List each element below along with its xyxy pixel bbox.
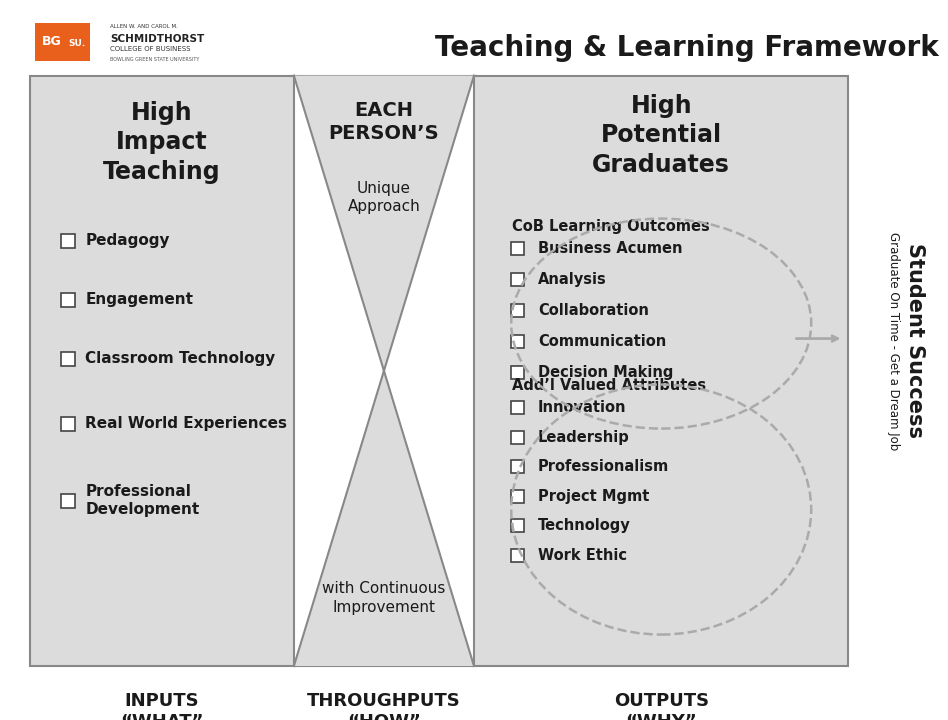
Text: Collaboration: Collaboration (538, 302, 648, 318)
Bar (62, 494, 75, 508)
Bar (62, 234, 75, 248)
Text: OUTPUTS
“WHY”: OUTPUTS “WHY” (613, 692, 709, 720)
Text: High
Impact
Teaching: High Impact Teaching (103, 101, 221, 184)
Text: Business Acumen: Business Acumen (538, 240, 683, 256)
Bar (512, 549, 524, 562)
Text: Analysis: Analysis (538, 271, 607, 287)
Text: Professional
Development: Professional Development (85, 485, 200, 517)
Text: BG: BG (42, 35, 62, 48)
Bar (512, 242, 524, 255)
Bar (512, 431, 524, 444)
Text: with Continuous
Improvement: with Continuous Improvement (322, 581, 446, 615)
Bar (62, 417, 75, 431)
Text: THROUGHPUTS
“HOW”: THROUGHPUTS “HOW” (307, 692, 461, 720)
Polygon shape (294, 76, 474, 666)
Bar (512, 335, 524, 348)
Text: Engagement: Engagement (85, 292, 193, 307)
Text: Add’l Valued Attributes: Add’l Valued Attributes (512, 378, 706, 393)
Text: Unique
Approach: Unique Approach (348, 181, 420, 215)
Text: Decision Making: Decision Making (538, 364, 673, 379)
Text: Classroom Technology: Classroom Technology (85, 351, 276, 366)
Bar (512, 519, 524, 532)
Text: High
Potential
Graduates: High Potential Graduates (592, 94, 730, 177)
Text: ALLEN W. AND CAROL M.: ALLEN W. AND CAROL M. (110, 24, 178, 29)
Text: Project Mgmt: Project Mgmt (538, 489, 649, 503)
Text: SCHMIDTHORST: SCHMIDTHORST (110, 34, 205, 44)
Text: Graduate On Time - Get a Dream Job: Graduate On Time - Get a Dream Job (887, 232, 901, 450)
Text: Innovation: Innovation (538, 400, 627, 415)
Text: COLLEGE OF BUSINESS: COLLEGE OF BUSINESS (110, 45, 191, 52)
Polygon shape (294, 371, 474, 666)
Bar (512, 401, 524, 414)
Bar (62, 293, 75, 307)
Text: Teaching & Learning Framework: Teaching & Learning Framework (435, 34, 939, 62)
Text: Technology: Technology (538, 518, 630, 533)
Bar (30, 76, 848, 666)
Text: Leadership: Leadership (538, 430, 629, 444)
Bar (35, 22, 90, 60)
Text: Pedagogy: Pedagogy (85, 233, 170, 248)
Text: INPUTS
“WHAT”: INPUTS “WHAT” (120, 692, 204, 720)
Polygon shape (294, 76, 474, 371)
Bar (512, 304, 524, 317)
Text: Real World Experiences: Real World Experiences (85, 416, 287, 431)
Text: CoB Learning Outcomes: CoB Learning Outcomes (512, 219, 710, 234)
Text: BOWLING GREEN STATE UNIVERSITY: BOWLING GREEN STATE UNIVERSITY (110, 57, 200, 62)
Text: Communication: Communication (538, 333, 666, 348)
Bar (62, 352, 75, 366)
Bar (512, 460, 524, 473)
Text: EACH
PERSON’S: EACH PERSON’S (329, 101, 439, 143)
Text: Student Success: Student Success (904, 243, 925, 438)
Text: Work Ethic: Work Ethic (538, 548, 627, 562)
Text: Professionalism: Professionalism (538, 459, 669, 474)
Bar (512, 273, 524, 286)
Bar (512, 490, 524, 503)
Bar (512, 366, 524, 379)
Text: SU.: SU. (68, 39, 86, 48)
